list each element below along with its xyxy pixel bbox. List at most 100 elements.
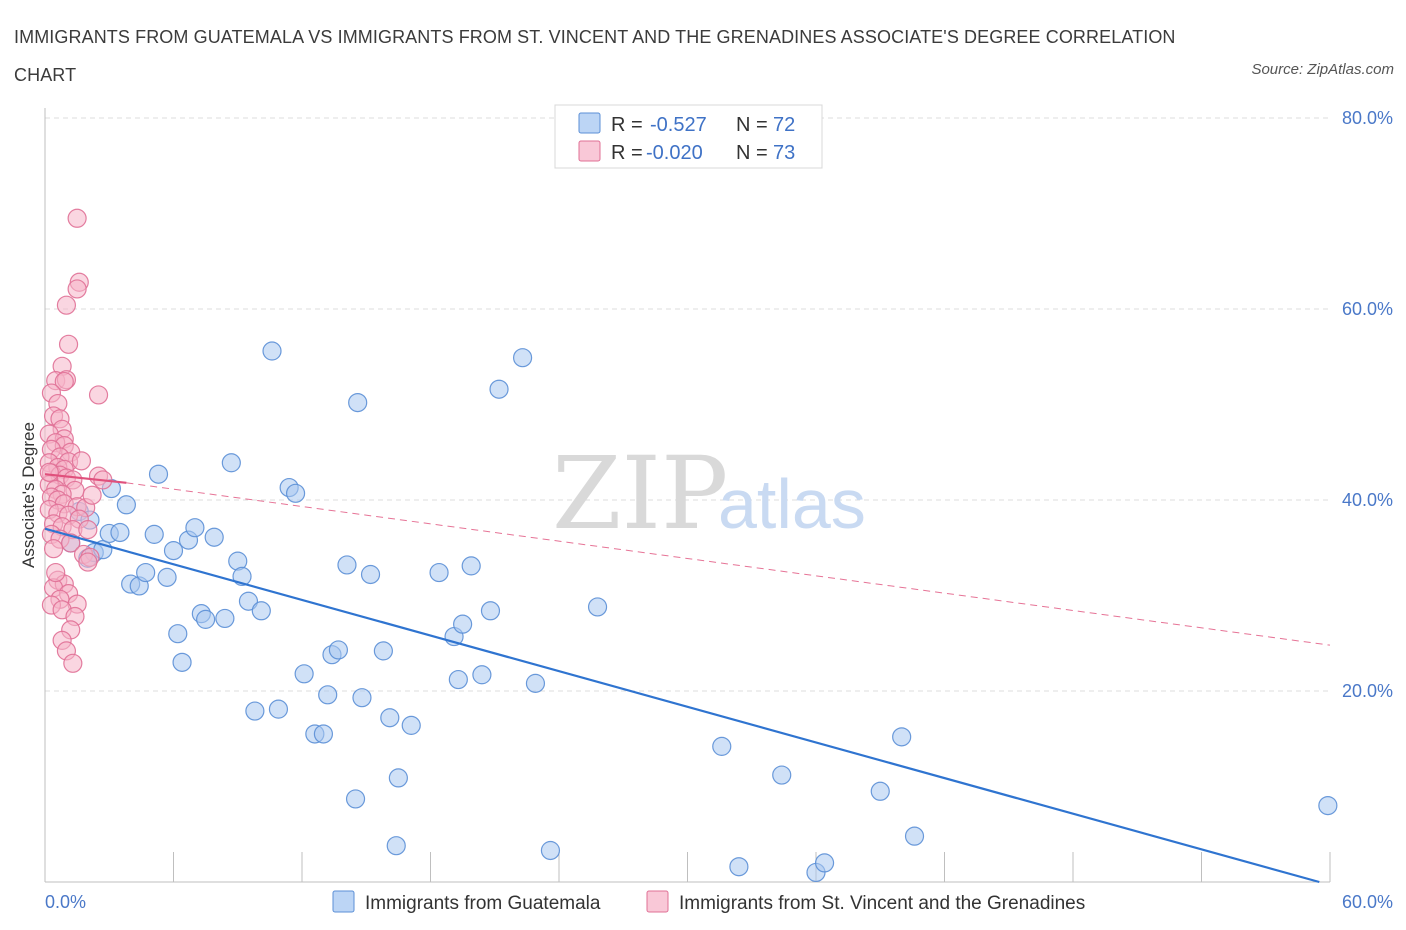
data-point-guatemala [262, 341, 282, 361]
y-tick-label: 60.0% [1342, 299, 1393, 319]
data-point-guatemala [168, 624, 188, 644]
data-point-guatemala [540, 840, 561, 861]
data-point-guatemala [904, 826, 925, 846]
watermark-atlas: atlas [718, 465, 866, 543]
legend-swatch-guatemala [578, 112, 601, 134]
data-point-guatemala [892, 727, 912, 747]
data-point-guatemala [712, 736, 732, 756]
bottom-legend-swatch-guatemala [332, 890, 355, 913]
legend-n-label-st-vincent: N = [736, 142, 768, 164]
legend-n-label-guatemala: N = [736, 114, 768, 136]
data-point-guatemala [729, 857, 749, 877]
watermark: ZIP atlas [552, 435, 866, 552]
data-point-guatemala [245, 701, 265, 721]
data-point-guatemala [352, 688, 372, 708]
series-guatemala [61, 341, 1338, 883]
data-point-guatemala [215, 608, 235, 629]
bottom-legend-label-guatemala: Immigrants from Guatemala [365, 893, 601, 914]
data-point-guatemala [373, 641, 393, 661]
legend-swatch-st-vincent [578, 140, 601, 162]
data-point-st-vincent [67, 208, 87, 228]
watermark-zip: ZIP [552, 435, 728, 552]
data-point-guatemala [388, 768, 408, 788]
legend-r-label-st-vincent: R = [611, 142, 643, 164]
data-point-guatemala [480, 601, 501, 621]
data-point-guatemala [196, 609, 216, 629]
data-point-guatemala [221, 453, 241, 473]
data-point-guatemala [285, 483, 306, 503]
data-point-guatemala [313, 724, 334, 744]
trend-line-st-vincent [44, 473, 127, 484]
data-point-st-vincent [78, 552, 98, 572]
data-point-guatemala [448, 669, 468, 690]
trend-line-st-vincent-extended [126, 482, 1331, 646]
legend-r-value-st-vincent: -0.020 [646, 142, 703, 164]
legend-n-value-st-vincent: 73 [773, 142, 795, 164]
data-point-guatemala [587, 597, 608, 617]
data-point-guatemala [345, 789, 366, 809]
chart-source: Source: ZipAtlas.com [1251, 61, 1394, 78]
data-point-guatemala [110, 522, 130, 543]
data-point-guatemala [870, 781, 890, 801]
legend-r-label-guatemala: R = [611, 114, 643, 136]
data-point-guatemala [136, 562, 156, 583]
data-point-guatemala [1318, 795, 1338, 816]
data-point-guatemala [144, 524, 164, 544]
data-point-st-vincent [88, 385, 109, 405]
data-point-guatemala [360, 564, 381, 585]
data-point-st-vincent [39, 462, 59, 482]
y-axis-label: Associate's Degree [19, 422, 38, 568]
y-tick-label: 40.0% [1342, 490, 1393, 510]
series-legend: Immigrants from Guatemala Immigrants fro… [332, 890, 1085, 914]
data-point-st-vincent [71, 451, 92, 471]
data-point-st-vincent [63, 653, 83, 673]
data-point-guatemala [268, 699, 289, 719]
data-point-st-vincent [61, 533, 81, 553]
y-tick-label: 80.0% [1342, 108, 1393, 128]
data-point-guatemala [512, 348, 533, 368]
data-point-guatemala [116, 495, 136, 515]
bottom-legend-label-st-vincent: Immigrants from St. Vincent and the Gren… [679, 893, 1085, 914]
data-point-guatemala [185, 518, 205, 538]
data-point-guatemala [472, 665, 492, 685]
data-point-guatemala [814, 853, 835, 873]
tick-labels: 20.0% 40.0% 60.0% 80.0% 0.0% 60.0% [45, 108, 1393, 912]
data-point-guatemala [429, 562, 449, 583]
data-point-guatemala [163, 541, 184, 561]
data-point-guatemala [148, 464, 169, 484]
data-point-guatemala [525, 673, 546, 693]
chart-title: IMMIGRANTS FROM GUATEMALA VS IMMIGRANTS … [14, 27, 1176, 85]
data-point-guatemala [401, 715, 421, 735]
data-point-st-vincent [43, 539, 64, 559]
data-point-guatemala [772, 765, 792, 785]
data-point-guatemala [251, 601, 271, 621]
data-point-guatemala [318, 685, 338, 705]
data-point-st-vincent [46, 562, 66, 583]
data-point-st-vincent [54, 371, 74, 392]
data-point-st-vincent [67, 279, 87, 299]
trend-lines [44, 473, 1331, 884]
data-point-guatemala [238, 591, 259, 611]
legend-n-value-guatemala: 72 [773, 114, 795, 136]
x-tick-label-end: 60.0% [1342, 892, 1393, 912]
legend-r-value-guatemala: -0.527 [650, 114, 707, 136]
data-point-guatemala [172, 652, 192, 672]
data-point-guatemala [157, 567, 177, 587]
stats-legend: R = -0.527 N = 72 R = -0.020 N = 73 [554, 104, 823, 169]
data-point-guatemala [386, 836, 406, 856]
grid-lines [45, 117, 1330, 692]
data-point-guatemala [348, 392, 368, 413]
data-point-st-vincent [82, 485, 102, 505]
data-point-st-vincent [58, 334, 79, 354]
series-st-vincent [39, 208, 113, 673]
data-point-guatemala [294, 664, 314, 684]
data-point-guatemala [453, 614, 473, 634]
bottom-legend-swatch-st-vincent [646, 890, 669, 913]
data-point-st-vincent [56, 295, 77, 315]
data-point-guatemala [380, 708, 400, 728]
data-point-guatemala [461, 556, 481, 576]
data-point-guatemala [489, 379, 509, 399]
x-tick-label-start: 0.0% [45, 892, 86, 912]
data-point-guatemala [328, 640, 349, 660]
